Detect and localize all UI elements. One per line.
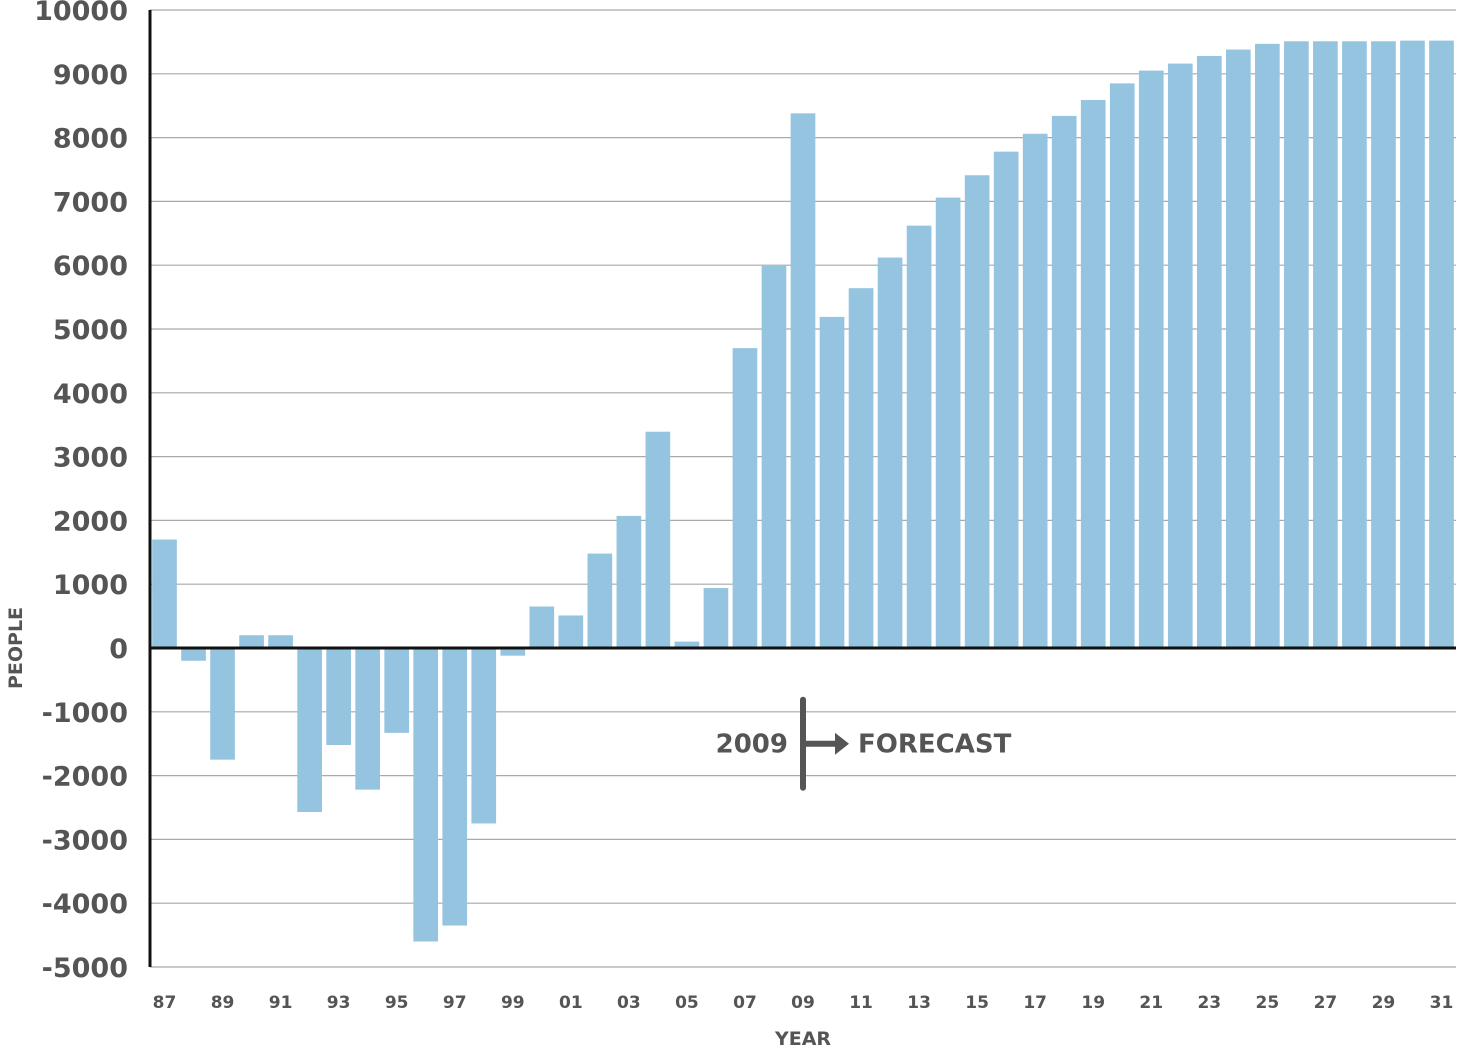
x-tick-label: 95 [385,993,409,1013]
bar-06 [703,588,729,648]
y-tick-label: 4000 [53,379,128,410]
x-tick-label: 99 [501,993,525,1013]
x-tick-label: 25 [1256,993,1280,1013]
bar-11 [848,288,874,648]
bar-88 [181,648,206,661]
bar-29 [1371,41,1396,648]
bar-08 [761,265,787,648]
bar-15 [964,175,990,648]
y-tick-label: -5000 [42,953,128,984]
bar-07 [732,348,758,648]
bar-94 [355,648,381,790]
y-tick-label: -4000 [42,889,128,920]
forecast-annotation: 2009 FORECAST [716,696,1012,791]
y-tick-label: 9000 [53,60,128,91]
y-tick-labels: -5000 -4000 -3000 -2000 -1000 0 1000 2000 3000 40… [34,0,128,984]
y-tick-label: 1000 [53,570,128,601]
x-tick-label: 07 [733,993,757,1013]
bar-98 [471,648,497,824]
axes [148,10,1456,967]
bar-03 [616,515,642,648]
bar-16 [993,151,1019,649]
y-tick-label: 2000 [53,506,128,537]
x-tick-label: 03 [617,993,641,1013]
x-tick-label: 23 [1197,993,1221,1013]
bar-01 [558,615,584,648]
bar-87 [152,539,177,648]
bar-02 [587,553,613,648]
bar-13 [906,225,932,649]
bar-18 [1051,115,1077,648]
x-tick-label: 93 [327,993,351,1013]
bar-24 [1225,49,1251,648]
x-tick-label: 01 [559,993,583,1013]
bar-30 [1400,40,1425,648]
bar-97 [442,648,468,926]
x-tick-label: 97 [443,993,467,1013]
x-tick-label: 05 [675,993,699,1013]
bar-23 [1196,55,1222,649]
bar-19 [1080,99,1106,648]
y-tick-label: 8000 [53,124,128,155]
y-tick-label: 5000 [53,315,128,346]
bar-26 [1284,41,1309,648]
bar-04 [645,431,671,648]
bar-91 [268,635,293,648]
bar-05 [674,641,700,648]
y-tick-label: 7000 [53,187,128,218]
bar-31 [1429,40,1454,648]
bar-27 [1313,41,1338,648]
x-tick-label: 91 [269,993,293,1013]
x-tick-label: 15 [965,993,989,1013]
bar-99 [500,648,526,656]
bar-10 [819,316,845,648]
x-tick-label: 13 [907,993,931,1013]
bar-95 [384,648,410,733]
x-tick-label: 29 [1372,993,1396,1013]
x-tick-label: 17 [1023,993,1047,1013]
annotation-forecast-label: FORECAST [858,730,1012,760]
annotation-year-label: 2009 [716,730,788,760]
bar-93 [326,648,351,745]
x-tick-label: 31 [1430,993,1454,1013]
bar-28 [1342,41,1367,648]
bar-17 [1022,133,1048,649]
x-axis-title: YEAR [774,1028,831,1049]
x-tick-label: 09 [791,993,815,1013]
bar-92 [297,648,322,812]
x-tick-label: 21 [1139,993,1163,1013]
y-axis-title: PEOPLE [5,607,27,689]
bar-96 [413,648,439,942]
y-tick-label: 3000 [53,443,128,474]
y-tick-label: 0 [109,634,128,665]
bars [152,40,1454,942]
bar-90 [239,635,264,648]
y-tick-label: -1000 [42,698,128,729]
bar-21 [1138,70,1164,649]
x-tick-labels: 87 89 91 93 95 97 99 01 03 05 07 09 11 13 15 17 19 21 23 25… [153,993,1454,1013]
bar-14 [935,197,961,648]
bar-12 [877,257,903,648]
y-tick-label: -3000 [42,825,128,856]
bar-89 [210,648,235,760]
bar-00 [529,606,555,648]
x-tick-label: 11 [849,993,873,1013]
bar-09 [790,113,816,648]
arrow-right-icon [803,732,849,755]
x-tick-label: 89 [211,993,235,1013]
x-tick-label: 19 [1081,993,1105,1013]
x-tick-label: 87 [153,993,177,1013]
y-tick-label: 10000 [34,0,128,27]
bar-25 [1255,43,1280,648]
x-tick-label: 27 [1314,993,1338,1013]
y-tick-label: 6000 [53,251,128,282]
bar-22 [1167,63,1193,649]
bar-20 [1109,83,1135,649]
y-tick-label: -2000 [42,762,128,793]
